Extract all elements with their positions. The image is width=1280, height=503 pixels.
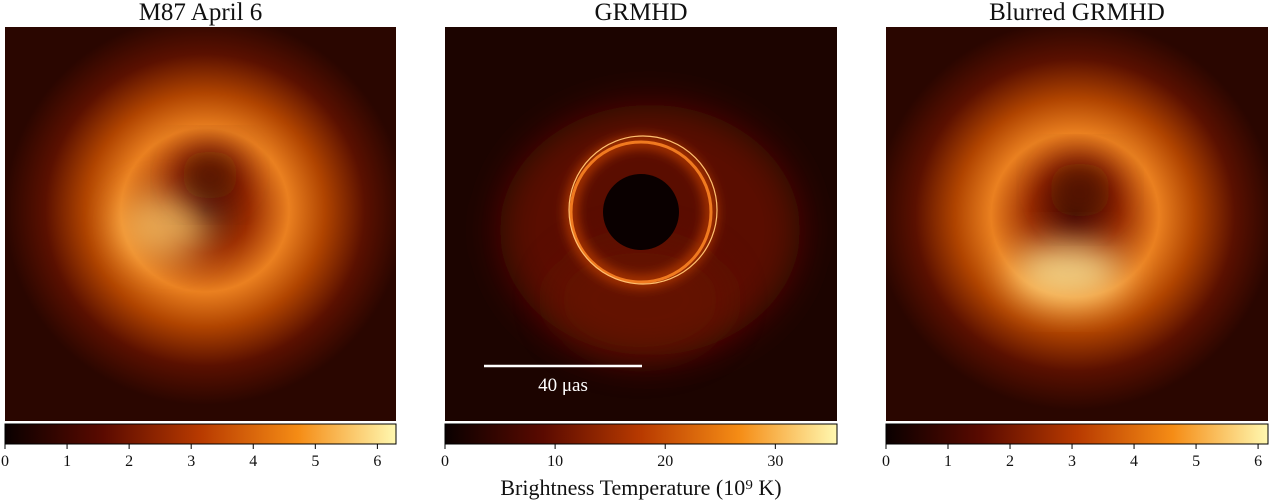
tick-label: 0 xyxy=(441,453,449,470)
tick-label: 6 xyxy=(1254,453,1262,470)
colorbar xyxy=(444,423,838,445)
tick-label: 3 xyxy=(187,453,195,470)
scale-label: 40 μas xyxy=(538,375,588,396)
tick-label: 5 xyxy=(1192,453,1200,470)
tick-label: 4 xyxy=(249,453,257,470)
tick-label: 1 xyxy=(944,453,952,470)
tick-label: 2 xyxy=(125,453,133,470)
tick-label: 5 xyxy=(311,453,319,470)
tick-label: 6 xyxy=(373,453,381,470)
panel-title: GRMHD xyxy=(594,0,687,26)
colorbar-label: Brightness Temperature (10⁹ K) xyxy=(500,475,781,500)
image-panel xyxy=(5,27,396,421)
tick-label: 3 xyxy=(1068,453,1076,470)
colorbar xyxy=(4,423,397,445)
image-panel: 40 μas xyxy=(445,27,837,421)
colorbar xyxy=(885,423,1269,445)
panel-title: Blurred GRMHD xyxy=(989,0,1165,26)
tick-label: 30 xyxy=(767,453,783,470)
tick-label: 1 xyxy=(63,453,71,470)
tick-label: 10 xyxy=(547,453,563,470)
tick-label: 4 xyxy=(1130,453,1138,470)
tick-label: 0 xyxy=(1,453,9,470)
image-panel xyxy=(886,27,1268,421)
tick-label: 20 xyxy=(657,453,673,470)
tick-label: 2 xyxy=(1006,453,1014,470)
tick-label: 0 xyxy=(882,453,890,470)
panel-title: M87 April 6 xyxy=(139,0,263,26)
